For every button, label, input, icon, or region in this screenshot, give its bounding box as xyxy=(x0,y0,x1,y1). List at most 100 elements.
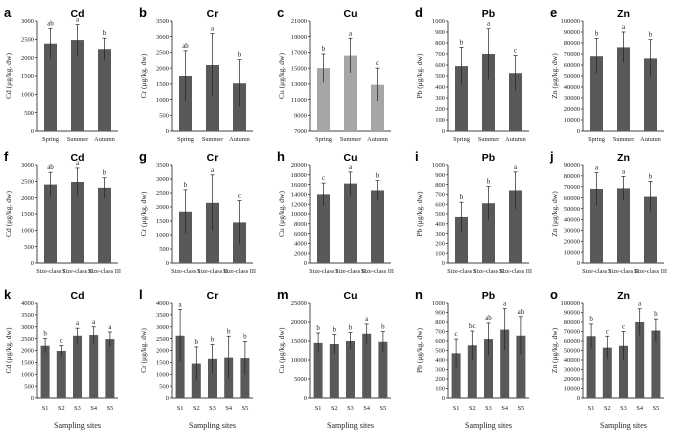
chart-title: Zn xyxy=(617,8,630,20)
bar xyxy=(240,358,250,398)
chart-title: Cu xyxy=(344,152,358,164)
significance-label: b xyxy=(43,330,47,338)
y-tick-label: 17000 xyxy=(291,50,307,57)
y-tick-label: 19000 xyxy=(291,34,307,41)
y-tick-label: 1500 xyxy=(156,218,169,225)
chart-title: Zn xyxy=(617,290,630,302)
significance-label: a xyxy=(622,167,626,175)
bar xyxy=(651,330,661,398)
y-tick-label: 80000 xyxy=(564,319,580,326)
chart-panel-g: g Cr 0 500 1000 1500 2000 2500 3000 3500 Cr (μg/kg… xyxy=(139,149,256,275)
bar xyxy=(179,211,192,263)
x-tick-label: Size-class II xyxy=(335,268,366,275)
panel-label: o xyxy=(550,287,558,302)
panel-label: c xyxy=(277,5,284,20)
y-tick-label: 400 xyxy=(435,221,445,228)
significance-label: b xyxy=(349,324,353,332)
x-tick-label: S4 xyxy=(363,405,371,412)
bar xyxy=(105,339,115,398)
panel-label: j xyxy=(549,149,554,164)
significance-label: a xyxy=(179,301,183,309)
x-tick-label: Spring xyxy=(177,136,195,143)
y-tick-label: 2500 xyxy=(156,336,169,343)
y-tick-label: 20000 xyxy=(564,238,580,245)
y-tick-label: 700 xyxy=(435,51,445,58)
significance-label: b xyxy=(487,178,491,186)
bar xyxy=(586,336,596,398)
significance-label: c xyxy=(60,337,63,345)
panel-label: b xyxy=(139,5,147,20)
y-tick-label: 0 xyxy=(31,395,34,402)
x-tick-label: Size-class III xyxy=(361,268,394,275)
significance-label: a xyxy=(595,164,599,172)
bar xyxy=(617,47,630,131)
x-tick-label: S4 xyxy=(225,405,233,412)
significance-label: b xyxy=(381,323,385,331)
y-tick-label: 40000 xyxy=(564,357,580,364)
significance-label: a xyxy=(76,159,80,167)
significance-label: b xyxy=(649,172,653,180)
bar xyxy=(44,184,57,263)
y-tick-label: 2000 xyxy=(21,348,34,355)
y-axis-label: Cd (μg/kg. dw) xyxy=(4,191,13,237)
y-tick-label: 1000 xyxy=(432,300,445,307)
y-tick-label: 10000 xyxy=(564,386,580,393)
x-tick-label: S2 xyxy=(193,405,200,412)
y-tick-label: 500 xyxy=(159,246,169,253)
bar xyxy=(590,188,603,263)
significance-label: b xyxy=(103,29,107,37)
x-tick-label: S3 xyxy=(209,405,216,412)
significance-label: b xyxy=(103,169,107,177)
y-tick-label: 13000 xyxy=(291,81,307,88)
y-tick-label: 1000 xyxy=(156,232,169,239)
x-tick-label: Size-class III xyxy=(499,268,532,275)
y-tick-label: 400 xyxy=(435,357,445,364)
y-tick-label: 0 xyxy=(577,260,580,267)
x-tick-label: Autumn xyxy=(640,136,661,143)
y-tick-label: 100 xyxy=(435,250,445,257)
significance-label: b xyxy=(184,181,188,189)
y-axis-label: Cu (μg/kg. dw) xyxy=(277,53,286,99)
y-tick-label: 900 xyxy=(435,29,445,36)
bar xyxy=(179,76,192,131)
chart-title: Cr xyxy=(207,8,219,20)
y-tick-label: 900 xyxy=(435,310,445,317)
x-tick-label: Autumn xyxy=(229,136,250,143)
y-tick-label: 2500 xyxy=(21,179,34,186)
significance-label: ab xyxy=(47,19,54,27)
y-tick-label: 10000 xyxy=(564,249,580,256)
chart-title: Cd xyxy=(71,8,85,20)
significance-label: b xyxy=(243,332,247,340)
bar xyxy=(516,335,526,398)
y-tick-label: 300 xyxy=(435,95,445,102)
x-tick-label: S1 xyxy=(315,405,322,412)
y-tick-label: 60000 xyxy=(564,338,580,345)
y-tick-label: 1500 xyxy=(156,360,169,367)
significance-label: b xyxy=(316,324,320,332)
x-tick-label: Summer xyxy=(478,136,500,143)
y-tick-label: 500 xyxy=(435,348,445,355)
y-tick-label: 2000 xyxy=(156,348,169,355)
significance-label: b xyxy=(195,338,199,346)
x-tick-label: S5 xyxy=(653,405,660,412)
significance-label: c xyxy=(514,47,517,55)
significance-label: ab xyxy=(485,314,492,322)
bar xyxy=(619,345,628,398)
panel-label: k xyxy=(4,287,12,302)
y-tick-label: 90000 xyxy=(564,29,580,36)
y-tick-label: 3500 xyxy=(156,312,169,319)
bar xyxy=(317,194,330,263)
y-tick-label: 30000 xyxy=(564,367,580,374)
chart-title: Pb xyxy=(482,8,495,20)
bar xyxy=(208,358,217,398)
y-tick-label: 100000 xyxy=(561,300,581,307)
y-tick-label: 40000 xyxy=(564,217,580,224)
significance-label: ab xyxy=(182,42,189,50)
x-tick-label: S4 xyxy=(90,405,98,412)
y-tick-label: 4000 xyxy=(21,300,34,307)
significance-label: a xyxy=(503,300,507,308)
y-tick-label: 500 xyxy=(159,383,169,390)
y-tick-label: 2000 xyxy=(21,195,34,202)
y-tick-label: 500 xyxy=(435,73,445,80)
